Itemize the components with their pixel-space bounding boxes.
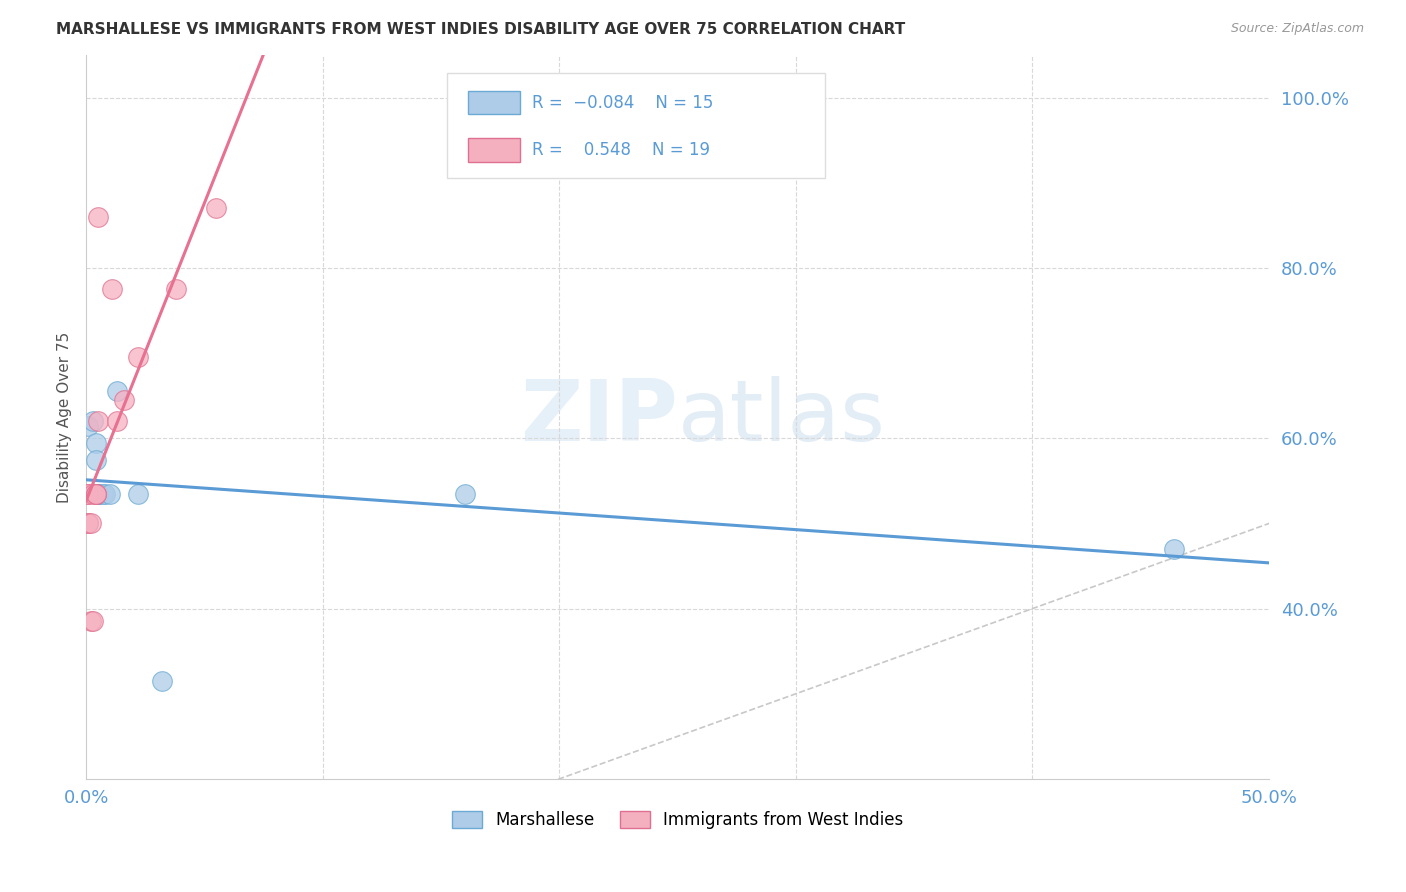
Point — [94, 486, 117, 500]
Text: Source: ZipAtlas.com: Source: ZipAtlas.com — [1230, 22, 1364, 36]
Point — [87, 486, 110, 500]
Point — [150, 673, 173, 688]
Point — [127, 486, 149, 500]
Y-axis label: Disability Age Over 75: Disability Age Over 75 — [58, 332, 72, 503]
Point — [101, 282, 124, 296]
Point — [87, 210, 110, 224]
Point — [165, 282, 187, 296]
Point — [91, 486, 114, 500]
Point — [87, 486, 110, 500]
Point — [82, 486, 104, 500]
FancyBboxPatch shape — [447, 73, 825, 178]
Point — [87, 486, 110, 500]
Point — [84, 435, 107, 450]
FancyBboxPatch shape — [468, 138, 520, 161]
Point — [82, 414, 104, 428]
Text: R =  −0.084    N = 15: R = −0.084 N = 15 — [531, 94, 713, 112]
Text: R =    0.548    N = 19: R = 0.548 N = 19 — [531, 141, 710, 159]
FancyBboxPatch shape — [468, 91, 520, 114]
Point — [80, 516, 103, 531]
Point — [453, 486, 475, 500]
Text: atlas: atlas — [678, 376, 886, 458]
Point — [77, 516, 100, 531]
Point — [77, 516, 100, 531]
Point — [87, 414, 110, 428]
Point — [1163, 541, 1185, 556]
Point — [98, 486, 121, 500]
Point — [80, 615, 103, 629]
Point — [127, 351, 149, 365]
Point — [84, 452, 107, 467]
Point — [84, 486, 107, 500]
Point — [82, 615, 104, 629]
Point — [112, 392, 135, 407]
Point — [105, 414, 128, 428]
Point — [84, 486, 107, 500]
Point — [105, 384, 128, 399]
Text: ZIP: ZIP — [520, 376, 678, 458]
Point — [205, 202, 228, 216]
Legend: Marshallese, Immigrants from West Indies: Marshallese, Immigrants from West Indies — [446, 805, 910, 836]
Point — [77, 486, 100, 500]
Point — [77, 486, 100, 500]
Point — [77, 418, 100, 433]
Point — [84, 486, 107, 500]
Text: MARSHALLESE VS IMMIGRANTS FROM WEST INDIES DISABILITY AGE OVER 75 CORRELATION CH: MARSHALLESE VS IMMIGRANTS FROM WEST INDI… — [56, 22, 905, 37]
